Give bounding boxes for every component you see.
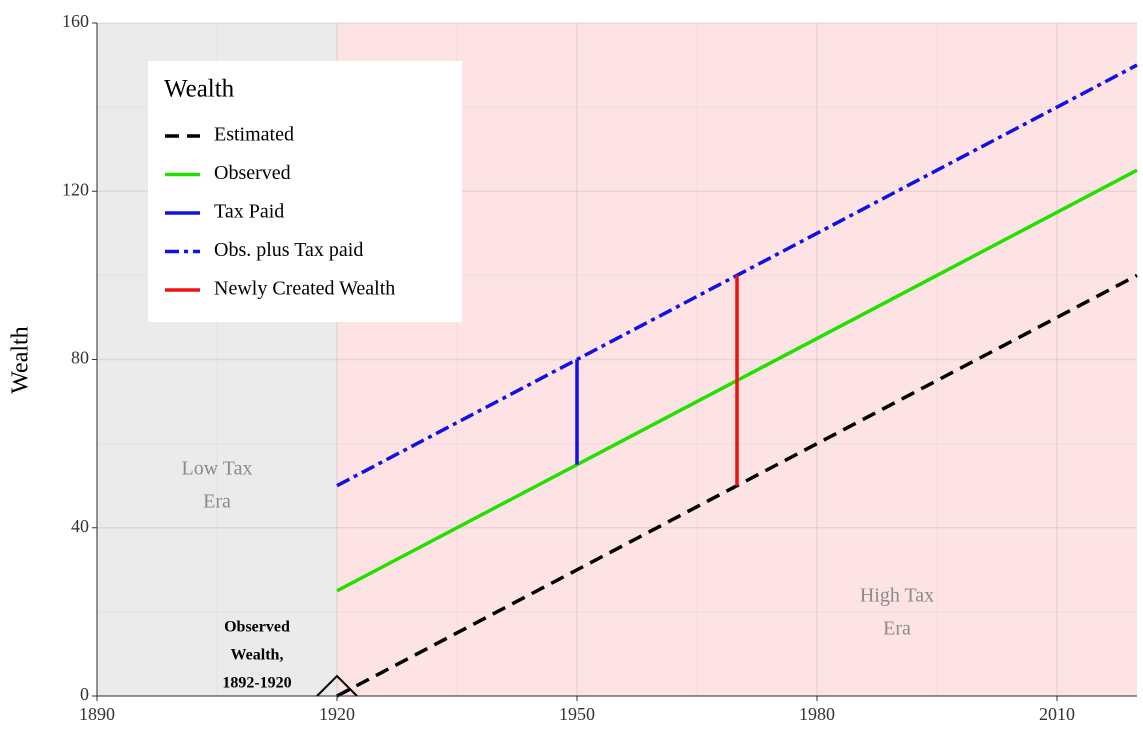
y-axis-label: Wealth	[8, 326, 34, 393]
y-tick-label: 120	[62, 179, 89, 199]
annotation: Wealth,	[231, 647, 284, 664]
legend-box	[148, 61, 462, 322]
legend-label: Estimated	[214, 124, 294, 146]
annotation: Era	[883, 618, 911, 640]
legend-label: Tax Paid	[214, 201, 284, 223]
legend-label: Obs. plus Tax paid	[214, 239, 363, 261]
annotation: Observed	[224, 619, 290, 636]
legend-label: Observed	[214, 162, 291, 184]
y-tick-label: 80	[71, 348, 89, 368]
y-tick-label: 160	[62, 11, 89, 31]
annotation: Low Tax	[182, 458, 253, 480]
annotation: 1892-1920	[222, 675, 291, 692]
legend-label: Newly Created Wealth	[214, 278, 395, 300]
x-tick-label: 1950	[559, 704, 595, 724]
x-tick-label: 2010	[1039, 704, 1075, 724]
annotation: High Tax	[860, 585, 934, 607]
x-tick-label: 1890	[79, 704, 115, 724]
legend-title: Wealth	[164, 76, 235, 103]
y-tick-label: 40	[71, 516, 89, 536]
observed-marker	[316, 674, 358, 697]
y-tick-label: 0	[80, 684, 89, 704]
x-tick-label: 1920	[319, 704, 355, 724]
x-tick-label: 1980	[799, 704, 835, 724]
annotation: Era	[203, 491, 231, 513]
